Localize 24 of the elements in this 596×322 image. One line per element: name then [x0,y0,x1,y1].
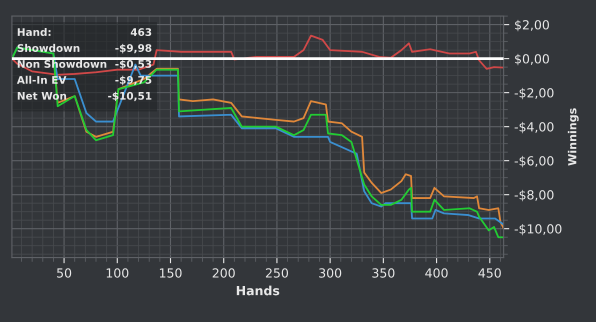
y-tick-label: -$8,00 [514,190,554,202]
y-tick-label: -$10,00 [514,224,562,236]
y-axis-title: Winnings [568,108,579,166]
x-tick-label: 200 [212,268,235,278]
y-tick-label: -$6,00 [514,156,554,168]
annotation: 463 [130,28,152,36]
x-tick-label: 100 [106,268,128,278]
y-tick-label: -$2,00 [514,88,554,100]
annotation: Hand: [18,28,50,36]
y-tick-label: $0,00 [515,54,549,66]
x-axis-title: Hands [236,286,280,296]
line-series [12,34,504,76]
x-tick-label: 300 [319,268,342,278]
annotation: -$9,98 [115,44,152,54]
x-tick-label: 450 [478,268,501,278]
annotation: -$0,53 [115,60,152,70]
y-tick-label: $2,00 [515,20,549,32]
x-tick-label: 50 [57,268,72,278]
x-tick-label: 400 [425,268,448,278]
annotation: Showdown [18,44,80,52]
y-tick-label: -$4,00 [514,122,554,134]
x-tick-label: 150 [160,268,182,278]
x-tick-label: 250 [266,268,288,278]
x-tick-label: 350 [372,268,394,278]
